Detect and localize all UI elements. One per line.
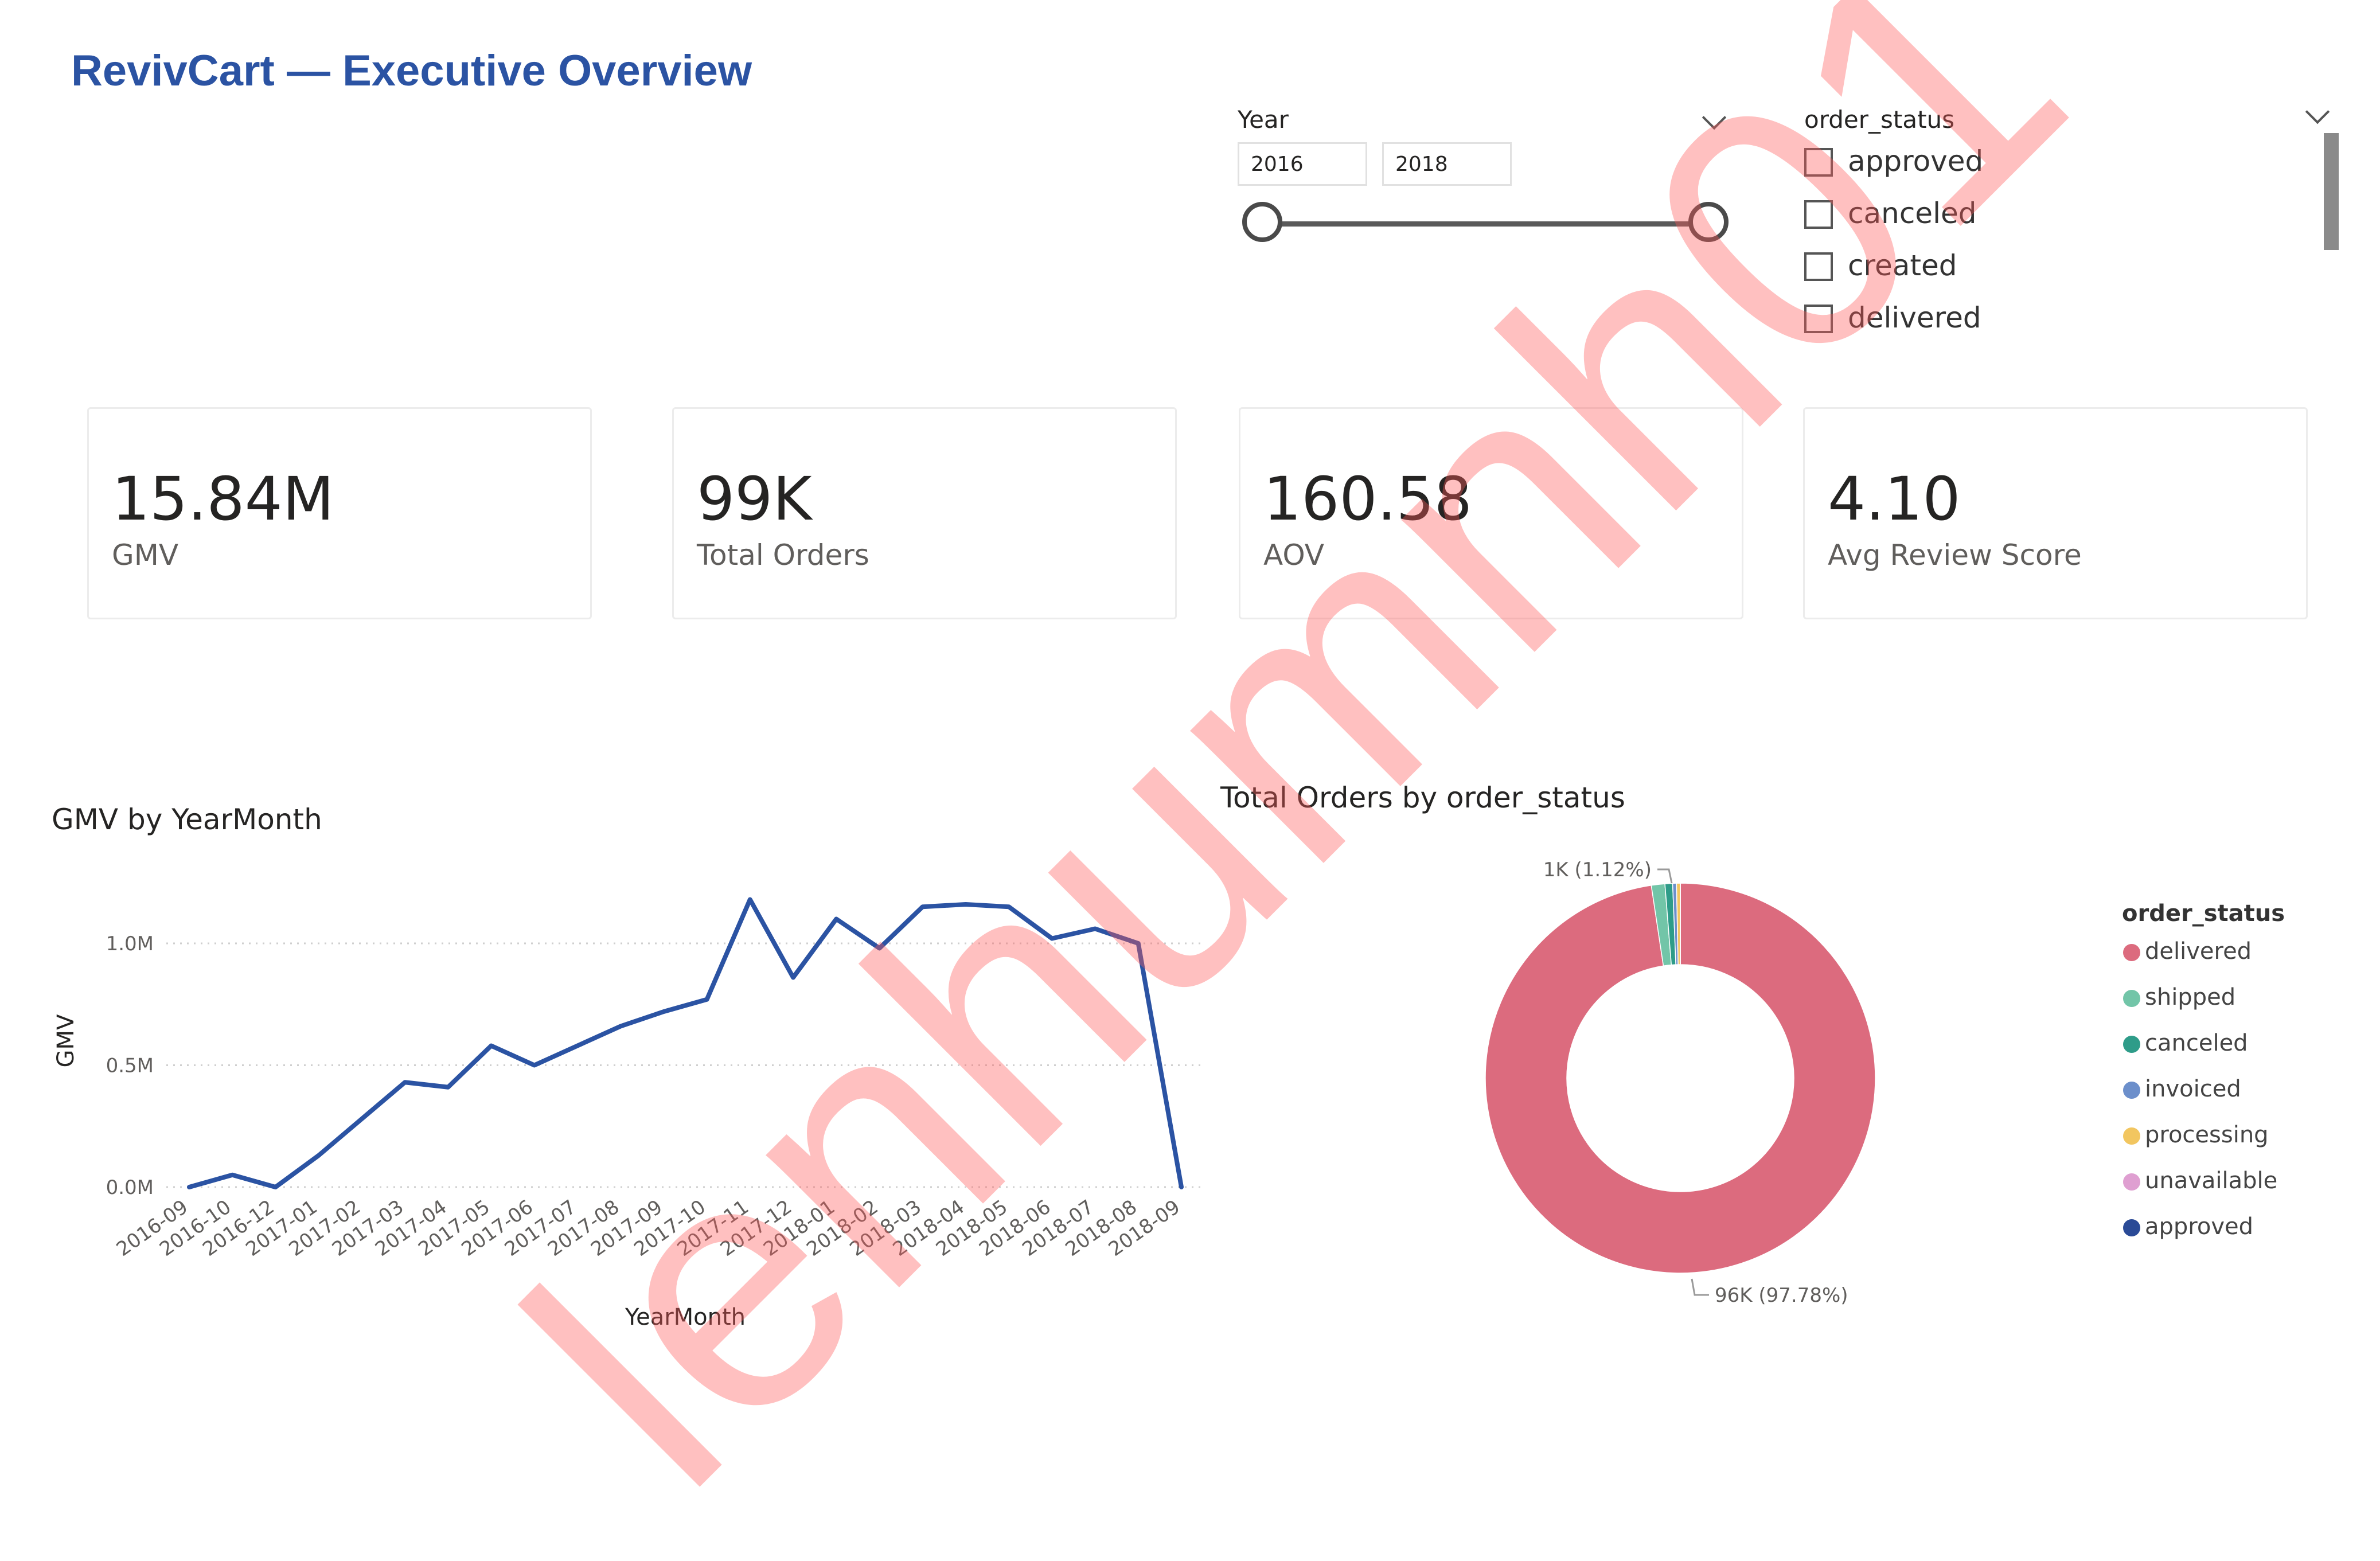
legend-label: canceled [2145,1030,2248,1056]
legend-item-invoiced[interactable]: invoiced [2122,1074,2363,1108]
year-slicer-header[interactable]: Year [1238,101,1731,135]
kpi-card-aov: 160.58 AOV [1239,407,1743,619]
status-item-created[interactable]: created [1804,247,2263,292]
legend-item-canceled[interactable]: canceled [2122,1028,2363,1062]
y-tick-label: 1.0M [106,932,154,955]
data-label-leader [1657,869,1672,883]
kpi-value: 160.58 [1263,464,1472,534]
legend: order_status delivered shipped canceled inv… [2122,900,2363,1267]
page-title: RevivCart — Executive Overview [71,46,752,96]
legend-marker [2123,1219,2140,1236]
status-item-label: delivered [1848,301,1981,334]
legend-item-unavailable[interactable]: unavailable [2122,1165,2363,1200]
legend-label: approved [2145,1213,2253,1240]
legend-item-approved[interactable]: approved [2122,1211,2363,1246]
gmv-line-chart: 0.0M0.5M1.0MGMV2016-092016-102016-122017… [0,849,1233,1348]
checkbox[interactable] [1804,252,1833,281]
legend-marker [2123,1082,2140,1099]
donut-chart-title: Total Orders by order_status [1220,781,1625,814]
legend-marker [2123,1036,2140,1053]
legend-label: processing [2145,1122,2269,1148]
year-slider-min-handle[interactable] [1242,202,1282,242]
chevron-down-icon[interactable] [1702,106,1726,130]
series-line-gmv[interactable] [189,900,1181,1188]
legend-label: delivered [2145,938,2252,965]
line-chart-title: GMV by YearMonth [52,803,322,836]
status-item-label: created [1848,249,1957,282]
order-status-slicer: order_status approved canceled created d… [1804,95,2355,348]
kpi-value: 4.10 [1828,464,1961,534]
kpi-card-gmv: 15.84M GMV [87,407,592,619]
checkbox[interactable] [1804,200,1833,229]
chevron-down-icon[interactable] [2305,100,2330,124]
kpi-label: AOV [1263,538,1324,572]
legend-marker [2123,1127,2140,1145]
legend-label: unavailable [2145,1168,2277,1194]
legend-item-processing[interactable]: processing [2122,1119,2363,1154]
kpi-card-total-orders: 99K Total Orders [672,407,1177,619]
year-slider-max-handle[interactable] [1688,202,1729,242]
kpi-card-avg-review-score: 4.10 Avg Review Score [1803,407,2308,619]
scrollbar[interactable] [2324,133,2339,250]
legend-marker [2123,1173,2140,1191]
status-item-label: approved [1848,145,1983,178]
legend-marker [2123,944,2140,961]
status-item-approved[interactable]: approved [1804,142,2263,188]
kpi-value: 99K [697,464,812,534]
checkbox[interactable] [1804,305,1833,333]
year-slicer-title: Year [1238,106,1289,134]
year-slider-track[interactable] [1266,221,1714,227]
data-label: 96K (97.78%) [1715,1284,1848,1307]
legend-title: order_status [2122,900,2285,927]
kpi-value: 15.84M [112,464,334,534]
legend-label: shipped [2145,984,2235,1010]
legend-marker [2123,990,2140,1007]
order-status-slicer-title: order_status [1804,106,1954,134]
legend-item-delivered[interactable]: delivered [2122,936,2363,970]
checkbox[interactable] [1804,148,1833,177]
legend-label: invoiced [2145,1076,2241,1102]
year-slicer: Year 2016 2018 [1238,95,1731,273]
legend-item-shipped[interactable]: shipped [2122,982,2363,1016]
year-from-input[interactable]: 2016 [1238,142,1367,186]
y-tick-label: 0.5M [106,1055,154,1078]
y-axis-label: GMV [53,1014,79,1068]
year-to-input[interactable]: 2018 [1382,142,1512,186]
status-item-label: canceled [1848,197,1976,230]
kpi-label: Total Orders [697,538,869,572]
data-label: 1K (1.12%) [1543,858,1652,881]
y-tick-label: 0.0M [106,1176,154,1199]
status-item-canceled[interactable]: canceled [1804,194,2263,240]
status-item-delivered[interactable]: delivered [1804,299,2263,345]
orders-donut-chart: 1K (1.12%) 96K (97.78%) [1434,826,1950,1353]
data-label-leader [1692,1279,1709,1295]
x-axis-label: YearMonth [625,1304,746,1330]
kpi-label: GMV [112,538,178,572]
kpi-label: Avg Review Score [1828,538,2082,572]
